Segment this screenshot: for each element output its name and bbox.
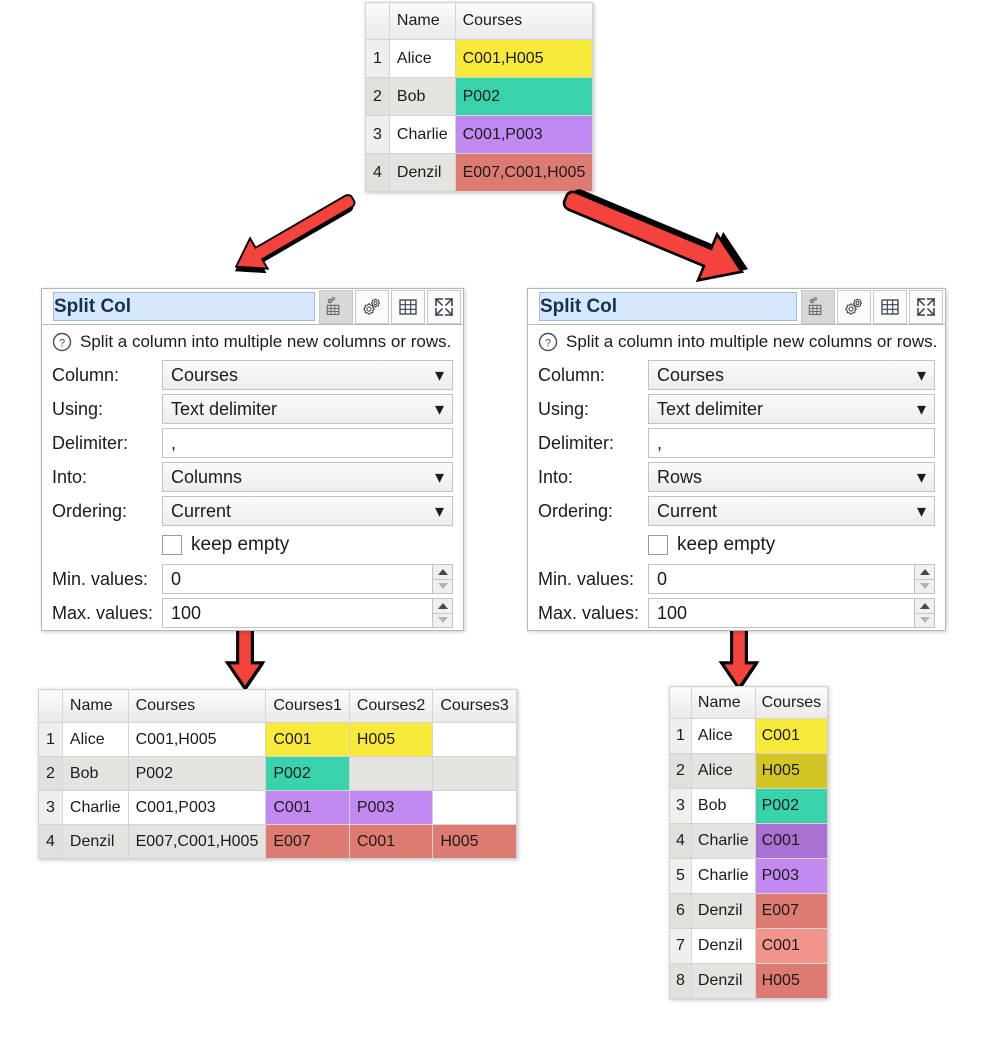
svg-text:?: ?	[59, 337, 65, 349]
svg-text:?: ?	[545, 337, 551, 349]
